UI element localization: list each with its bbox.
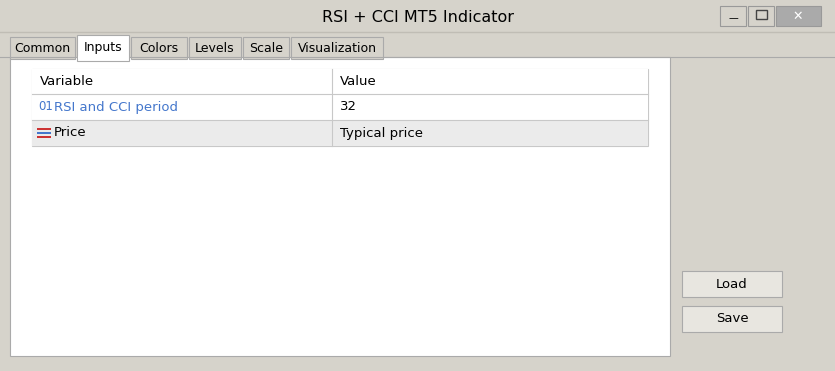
Bar xyxy=(78,56,128,59)
Text: —: — xyxy=(728,13,738,23)
Text: Visualization: Visualization xyxy=(297,42,377,55)
Bar xyxy=(291,37,383,59)
Bar xyxy=(32,69,648,146)
Bar xyxy=(682,271,782,297)
Text: RSI and CCI period: RSI and CCI period xyxy=(54,101,178,114)
Bar xyxy=(131,37,187,59)
Bar xyxy=(32,69,648,94)
Bar xyxy=(37,132,51,134)
Text: RSI + CCI MT5 Indicator: RSI + CCI MT5 Indicator xyxy=(321,10,514,24)
Text: Value: Value xyxy=(340,75,377,88)
Bar xyxy=(10,57,670,356)
Bar xyxy=(37,136,51,138)
Bar xyxy=(32,120,648,146)
Bar xyxy=(10,37,75,59)
Text: Levels: Levels xyxy=(195,42,235,55)
Bar xyxy=(77,35,129,61)
Text: Variable: Variable xyxy=(40,75,94,88)
Bar xyxy=(756,10,767,19)
Text: 01: 01 xyxy=(38,101,53,114)
Text: Inputs: Inputs xyxy=(84,40,122,53)
Text: Scale: Scale xyxy=(249,42,283,55)
Text: Colors: Colors xyxy=(139,42,179,55)
Text: 32: 32 xyxy=(340,101,357,114)
Text: ✕: ✕ xyxy=(792,10,803,23)
Bar xyxy=(189,37,241,59)
Text: Load: Load xyxy=(716,278,748,290)
Bar xyxy=(776,6,821,26)
Text: Common: Common xyxy=(14,42,71,55)
Bar xyxy=(32,94,648,120)
Bar xyxy=(37,128,51,130)
Text: Typical price: Typical price xyxy=(340,127,423,139)
Bar xyxy=(748,6,774,26)
Text: Save: Save xyxy=(716,312,748,325)
Bar xyxy=(720,6,746,26)
Text: Price: Price xyxy=(54,127,87,139)
Bar xyxy=(682,306,782,332)
Bar xyxy=(243,37,289,59)
